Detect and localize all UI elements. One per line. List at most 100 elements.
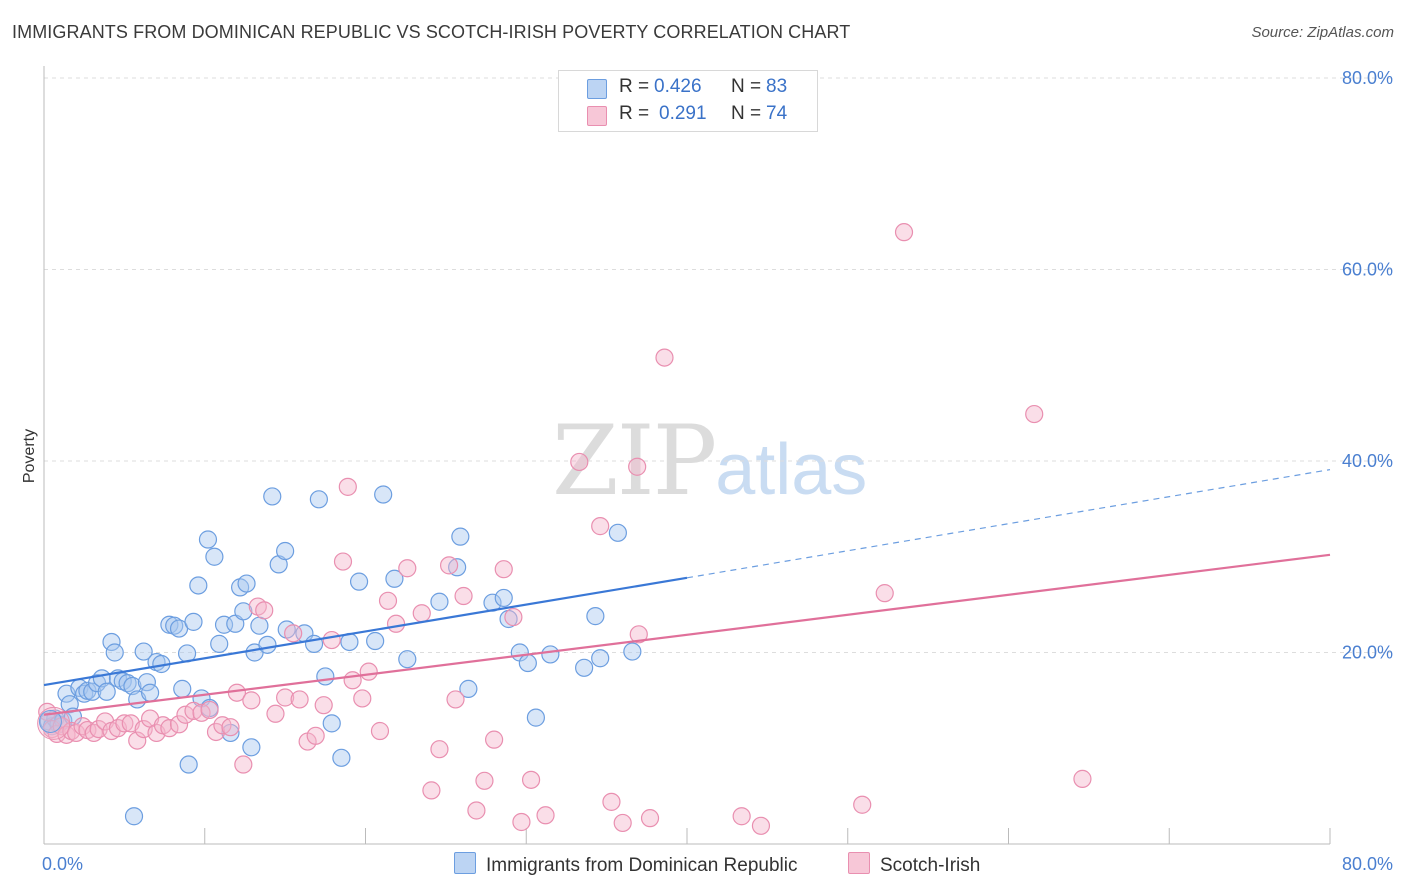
point-scotch-irish — [115, 714, 134, 733]
point-dominican — [575, 658, 594, 677]
watermark-atlas: atlas — [715, 430, 868, 510]
point-dominican — [189, 576, 208, 595]
legend-swatch-pink — [587, 106, 607, 126]
point-scotch-irish — [343, 671, 362, 690]
point-scotch-irish — [412, 604, 431, 623]
point-scotch-irish — [853, 795, 872, 814]
chart-title: IMMIGRANTS FROM DOMINICAN REPUBLIC VS SC… — [12, 22, 851, 42]
point-dominican — [398, 650, 417, 669]
point-scotch-irish — [875, 584, 894, 603]
point-dominican — [165, 616, 184, 635]
point-scotch-irish — [359, 662, 378, 681]
point-scotch-irish — [439, 556, 459, 575]
point-dominican — [349, 572, 369, 591]
legend-n-label: N = — [731, 76, 762, 97]
trend-line-dominican — [43, 576, 688, 687]
point-scotch-irish — [353, 689, 372, 708]
point-dominican — [623, 642, 642, 661]
legend-r-label: R = — [619, 76, 650, 97]
point-scotch-irish — [200, 700, 219, 720]
bottom-legend-swatch-blue — [454, 852, 476, 874]
point-dominican — [374, 485, 393, 504]
point-scotch-irish — [512, 812, 531, 832]
bottom-legend-swatch-pink — [848, 852, 870, 874]
point-scotch-irish — [521, 770, 541, 789]
point-scotch-irish — [732, 807, 751, 826]
legend-r-value: 0.291 — [659, 103, 707, 124]
point-scotch-irish — [536, 806, 555, 825]
point-scotch-irish — [494, 560, 513, 579]
point-dominican — [430, 592, 449, 611]
x-tick-label: 0.0% — [42, 854, 83, 874]
point-dominican — [322, 714, 341, 733]
point-scotch-irish — [628, 457, 647, 476]
point-scotch-irish — [655, 348, 674, 367]
point-dominican — [97, 682, 116, 701]
point-dominican — [198, 530, 218, 549]
point-dominican — [118, 674, 137, 693]
point-dominican — [451, 527, 470, 546]
point-dominican — [210, 634, 229, 653]
trend-line-scotch-irish — [43, 553, 1331, 716]
point-scotch-irish — [276, 688, 295, 707]
legend-r-value: 0.426 — [654, 76, 702, 97]
point-dominican — [385, 569, 404, 588]
point-cluster-dominican — [38, 709, 62, 733]
point-scotch-irish — [454, 586, 473, 606]
x-tick-label: 80.0% — [1342, 854, 1393, 874]
point-dominican — [541, 645, 560, 664]
point-scotch-irish — [314, 696, 333, 715]
point-scotch-irish — [446, 690, 465, 709]
point-dominican — [140, 683, 160, 702]
bottom-legend-label: Scotch-Irish — [880, 855, 981, 876]
y-tick-label: 60.0% — [1342, 260, 1393, 280]
point-dominican — [102, 632, 121, 652]
point-dominican — [237, 574, 256, 593]
point-scotch-irish — [290, 690, 309, 709]
point-dominican — [518, 653, 537, 673]
point-scotch-irish — [386, 614, 406, 633]
legend-n-value: 74 — [766, 103, 788, 124]
point-scotch-irish — [398, 559, 417, 578]
point-scotch-irish — [591, 517, 610, 536]
point-dominican — [105, 643, 124, 662]
point-dominican — [263, 487, 282, 506]
point-scotch-irish — [1025, 404, 1044, 424]
point-scotch-irish — [322, 630, 341, 650]
point-dominican — [234, 602, 253, 621]
point-scotch-irish — [338, 477, 357, 496]
point-dominican — [366, 631, 385, 651]
point-scotch-irish — [206, 722, 226, 742]
point-dominican — [242, 738, 261, 757]
legend-n-value: 83 — [766, 76, 788, 97]
watermark: ZIPatlas — [552, 405, 867, 517]
point-scotch-irish — [221, 718, 240, 737]
legend-n-label: N = — [731, 103, 762, 124]
point-scotch-irish — [894, 223, 914, 242]
correlation-legend: R = 0.426 N = 83 R = 0.291 N = 74 — [558, 70, 818, 132]
point-scotch-irish — [602, 792, 621, 811]
point-scotch-irish — [640, 809, 660, 828]
point-dominican — [124, 807, 144, 826]
source-credit: Source: ZipAtlas.com — [1251, 24, 1394, 41]
point-dominican — [608, 523, 627, 542]
point-scotch-irish — [284, 624, 303, 643]
point-dominican — [494, 588, 513, 608]
point-scotch-irish — [485, 730, 504, 749]
point-scotch-irish — [467, 801, 486, 820]
point-scotch-irish — [475, 771, 494, 790]
point-scotch-irish — [255, 601, 274, 620]
y-tick-label: 80.0% — [1342, 68, 1393, 88]
bottom-legend-label: Immigrants from Dominican Republic — [486, 855, 798, 876]
point-dominican — [184, 612, 203, 631]
y-tick-label: 20.0% — [1342, 643, 1393, 663]
point-scotch-irish — [333, 552, 353, 571]
point-dominican — [586, 607, 605, 626]
y-axis-label: Poverty — [21, 429, 38, 483]
bottom-legend-scotch-irish: Scotch-Irish — [848, 852, 980, 877]
point-dominican — [258, 635, 277, 654]
point-scotch-irish — [430, 740, 449, 759]
point-dominican — [137, 673, 156, 692]
point-dominican — [332, 748, 351, 767]
